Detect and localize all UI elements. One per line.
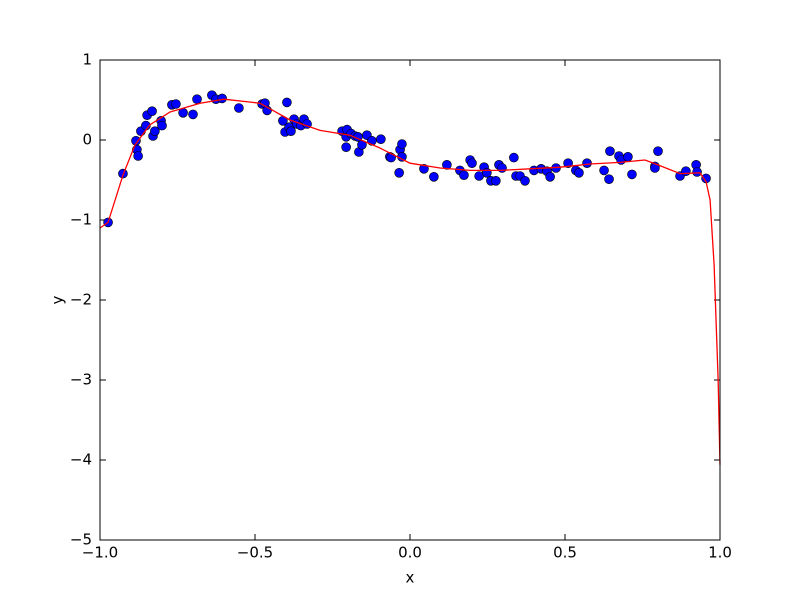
data-point xyxy=(171,99,181,109)
data-point xyxy=(681,166,691,176)
data-point xyxy=(157,120,167,131)
data-point xyxy=(574,168,584,178)
data-point xyxy=(286,126,296,136)
y-tick-label: 0 xyxy=(82,131,92,149)
x-tick-label: 0.0 xyxy=(398,544,422,562)
data-point xyxy=(582,158,592,168)
data-point xyxy=(192,94,202,104)
data-point xyxy=(459,170,469,180)
data-point xyxy=(442,160,452,170)
data-point xyxy=(133,151,143,161)
data-point xyxy=(282,97,292,108)
data-point xyxy=(467,158,477,168)
data-point xyxy=(386,152,396,163)
plot-frame xyxy=(99,59,721,541)
y-tick-label: −5 xyxy=(70,531,92,549)
data-point xyxy=(509,152,519,163)
data-point xyxy=(520,176,530,186)
y-axis-label: y xyxy=(49,295,67,304)
data-point xyxy=(147,106,157,116)
data-point xyxy=(692,167,702,177)
y-tick-label: −3 xyxy=(70,371,92,389)
data-point xyxy=(150,126,160,136)
data-point xyxy=(604,174,614,184)
data-point xyxy=(497,163,507,173)
data-point xyxy=(234,103,244,113)
y-tick-label: 1 xyxy=(82,51,92,69)
y-tick-label: −2 xyxy=(70,291,92,309)
y-tick-label: −1 xyxy=(70,211,92,229)
data-point xyxy=(419,164,429,174)
x-tick-label: −1.0 xyxy=(82,544,118,562)
data-point xyxy=(491,176,501,186)
data-point xyxy=(394,168,404,178)
data-point xyxy=(397,152,407,162)
data-point xyxy=(376,134,386,144)
y-tick-label: −4 xyxy=(70,451,92,469)
data-point xyxy=(188,109,198,120)
x-tick-label: 1.0 xyxy=(708,544,732,562)
data-point xyxy=(482,168,492,178)
data-point xyxy=(599,165,609,176)
data-point xyxy=(397,139,407,149)
fit-line xyxy=(99,98,721,465)
x-tick-label: 0.5 xyxy=(553,544,577,562)
data-point xyxy=(623,152,633,162)
data-point xyxy=(605,146,615,156)
data-point xyxy=(341,142,351,152)
data-point xyxy=(627,169,637,180)
data-point xyxy=(653,146,663,156)
data-point xyxy=(545,172,555,182)
x-axis-label: x xyxy=(406,569,415,587)
x-tick-label: −0.5 xyxy=(237,544,273,562)
data-point xyxy=(217,93,227,104)
data-point xyxy=(429,172,439,182)
